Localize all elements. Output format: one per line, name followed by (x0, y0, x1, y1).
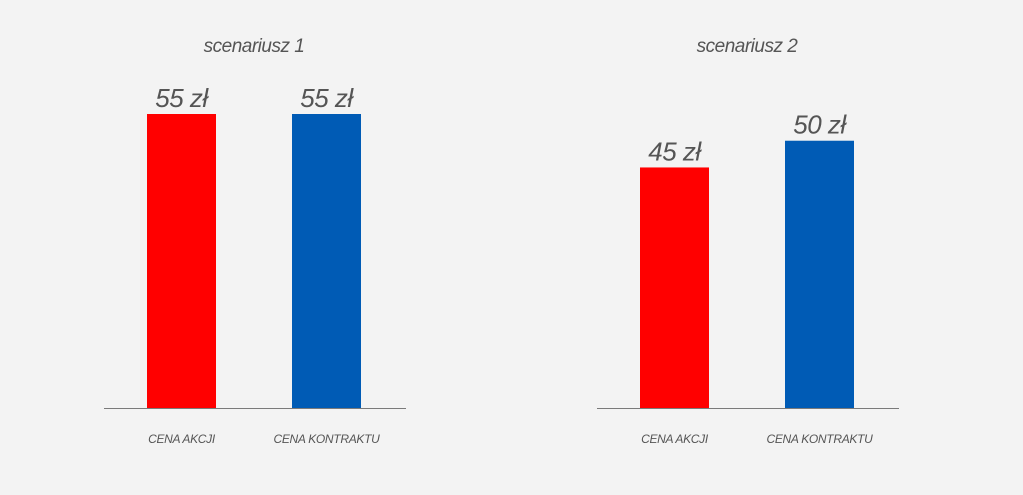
chart-title: scenariusz 2 (697, 36, 799, 57)
chart-panel-scenario-1: scenariusz 1 55 zł CENA AKCJI 55 zł CENA KO… (104, 36, 406, 446)
chart-panel-scenario-2: scenariusz 2 45 zł CENA AKCJI 50 zł CENA KO… (597, 36, 899, 446)
category-tick-label: CENA AKCJI (641, 432, 709, 446)
category-tick-label: CENA KONTRAKTU (273, 432, 380, 446)
data-label: 45 zł (648, 136, 702, 166)
data-label: 55 zł (300, 83, 354, 113)
category-tick-label: CENA KONTRAKTU (766, 432, 873, 446)
chart-title: scenariusz 1 (204, 36, 305, 57)
bar-cena-akcji (640, 167, 709, 408)
data-label: 55 zł (155, 83, 209, 113)
bar-cena-akcji (147, 114, 216, 408)
data-label: 50 zł (793, 110, 847, 140)
bar-cena-kontraktu (785, 140, 854, 408)
bar-cena-kontraktu (292, 114, 361, 408)
category-tick-label: CENA AKCJI (148, 432, 216, 446)
